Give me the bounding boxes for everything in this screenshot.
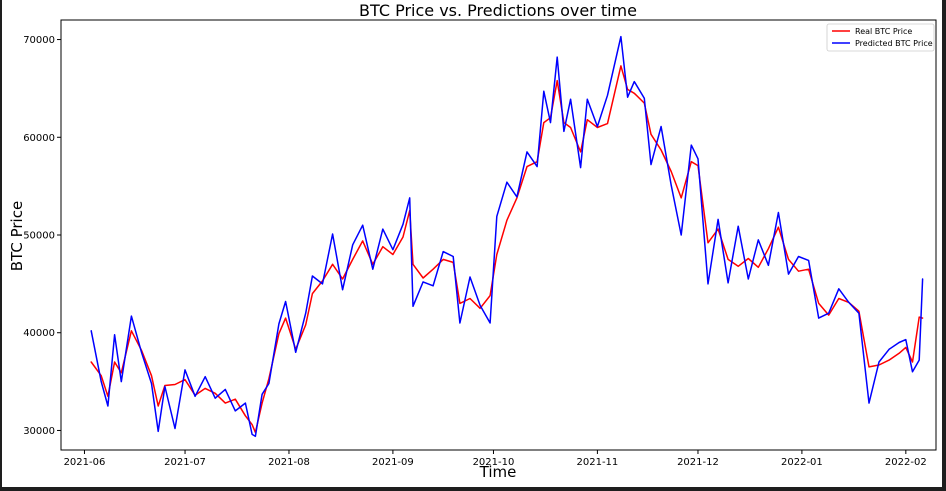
legend: Real BTC Price Predicted BTC Price <box>826 23 935 52</box>
plot-frame <box>60 19 937 451</box>
y-axis-label: BTC Price <box>8 201 26 271</box>
x-axis-label: Time <box>479 463 517 481</box>
y-tick-label: 70000 <box>23 35 55 46</box>
series-line-real <box>90 65 924 434</box>
x-tick-label: 2022-01 <box>781 457 823 468</box>
x-tick-label: 2021-08 <box>268 457 310 468</box>
legend-label: Real BTC Price <box>855 27 912 36</box>
x-tick-label: 2021-11 <box>577 457 619 468</box>
series-line-predicted <box>90 35 924 438</box>
legend-box <box>826 23 935 52</box>
x-tick-label: 2021-10 <box>473 457 515 468</box>
x-tick-label: 2021-06 <box>64 457 106 468</box>
y-axis-ticks: 30000 40000 50000 60000 70000 <box>23 35 61 437</box>
y-tick-label: 50000 <box>23 231 55 242</box>
x-tick-label: 2021-09 <box>372 457 414 468</box>
legend-label: Predicted BTC Price <box>855 39 933 48</box>
x-tick-label: 2021-12 <box>677 457 719 468</box>
x-tick-label: 2022-02 <box>885 457 927 468</box>
x-tick-label: 2021-07 <box>164 457 206 468</box>
series-lines <box>90 35 924 438</box>
chart-title: BTC Price vs. Predictions over time <box>359 1 637 20</box>
y-tick-label: 40000 <box>23 328 55 339</box>
y-tick-label: 30000 <box>23 426 55 437</box>
y-tick-label: 60000 <box>23 133 55 144</box>
x-axis-ticks: 2021-06 2021-07 2021-08 2021-09 2021-10 2021-… <box>64 450 927 468</box>
